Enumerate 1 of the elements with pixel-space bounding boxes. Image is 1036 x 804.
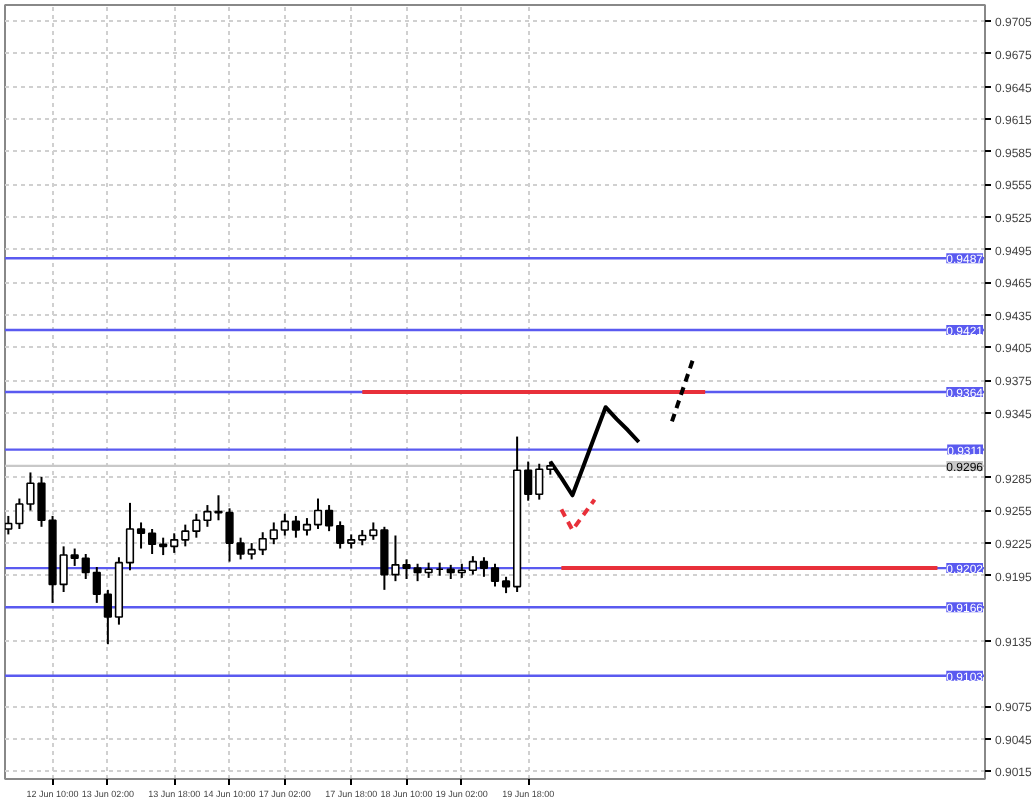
line-series: [559, 497, 597, 533]
